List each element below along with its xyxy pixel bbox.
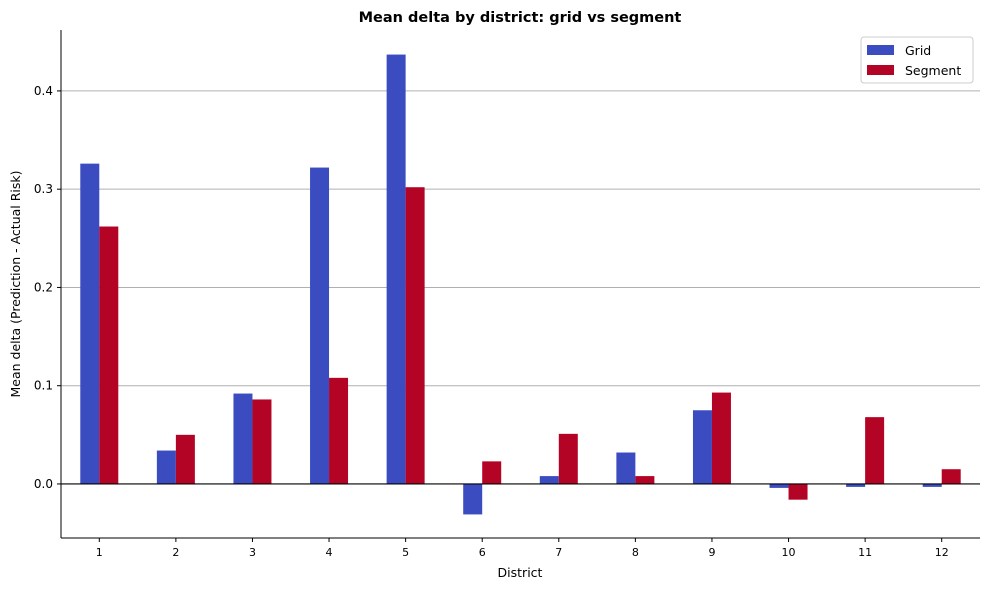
bar-segment-9 xyxy=(711,392,731,484)
chart-title: Mean delta by district: grid vs segment xyxy=(359,10,682,26)
x-tick-label: 8 xyxy=(632,546,639,559)
x-tick-label: 11 xyxy=(858,546,872,559)
bar-segment-1 xyxy=(99,226,119,484)
x-tick-label: 5 xyxy=(402,546,409,559)
bar-segment-11 xyxy=(865,417,885,484)
y-tick-label: 0.3 xyxy=(34,182,53,196)
bar-grid-1 xyxy=(80,163,100,484)
bar-segment-3 xyxy=(252,399,272,484)
bar-grid-10 xyxy=(769,483,789,488)
y-tick-label: 0.1 xyxy=(34,379,53,393)
y-axis-label: Mean delta (Prediction - Actual Risk) xyxy=(8,170,23,397)
y-tick-label: 0.4 xyxy=(34,84,53,98)
bar-segment-5 xyxy=(405,187,425,484)
legend-label-segment: Segment xyxy=(905,63,961,78)
bar-segment-10 xyxy=(788,483,808,500)
bar-grid-8 xyxy=(616,452,636,484)
bar-segment-4 xyxy=(329,377,349,484)
bar-grid-2 xyxy=(156,450,176,484)
bars xyxy=(80,54,961,515)
bar-grid-4 xyxy=(310,167,330,484)
bar-segment-7 xyxy=(558,433,578,484)
bar-segment-6 xyxy=(482,461,502,484)
x-axis-label: District xyxy=(498,565,543,580)
bar-grid-12 xyxy=(922,483,942,487)
axes xyxy=(60,30,980,539)
x-tick-label: 3 xyxy=(249,546,256,559)
bar-segment-2 xyxy=(175,434,195,484)
x-tick-label: 12 xyxy=(935,546,949,559)
bar-grid-3 xyxy=(233,393,253,484)
x-tick-label: 6 xyxy=(479,546,486,559)
y-ticks: 0.0 0.1 0.2 0.3 0.4 xyxy=(34,84,61,491)
legend: Grid Segment xyxy=(860,36,974,84)
bar-grid-5 xyxy=(386,54,406,484)
x-tick-label: 4 xyxy=(326,546,333,559)
legend-label-grid: Grid xyxy=(905,43,931,58)
y-tick-label: 0.0 xyxy=(34,477,53,491)
y-tick-label: 0.2 xyxy=(34,280,53,294)
x-ticks: 1 2 3 4 5 6 7 8 9 10 11 12 xyxy=(96,538,949,559)
bar-grid-9 xyxy=(692,410,712,484)
bar-segment-12 xyxy=(941,469,961,484)
x-tick-label: 7 xyxy=(555,546,562,559)
x-tick-label: 9 xyxy=(708,546,715,559)
bar-grid-6 xyxy=(463,483,483,515)
x-tick-label: 2 xyxy=(172,546,179,559)
bar-grid-11 xyxy=(846,483,866,487)
bar-grid-7 xyxy=(539,476,559,484)
x-tick-label: 1 xyxy=(96,546,103,559)
gridlines xyxy=(61,90,980,387)
bar-segment-8 xyxy=(635,476,655,484)
legend-swatch-grid xyxy=(867,45,894,55)
x-tick-label: 10 xyxy=(782,546,796,559)
legend-swatch-segment xyxy=(867,65,894,75)
